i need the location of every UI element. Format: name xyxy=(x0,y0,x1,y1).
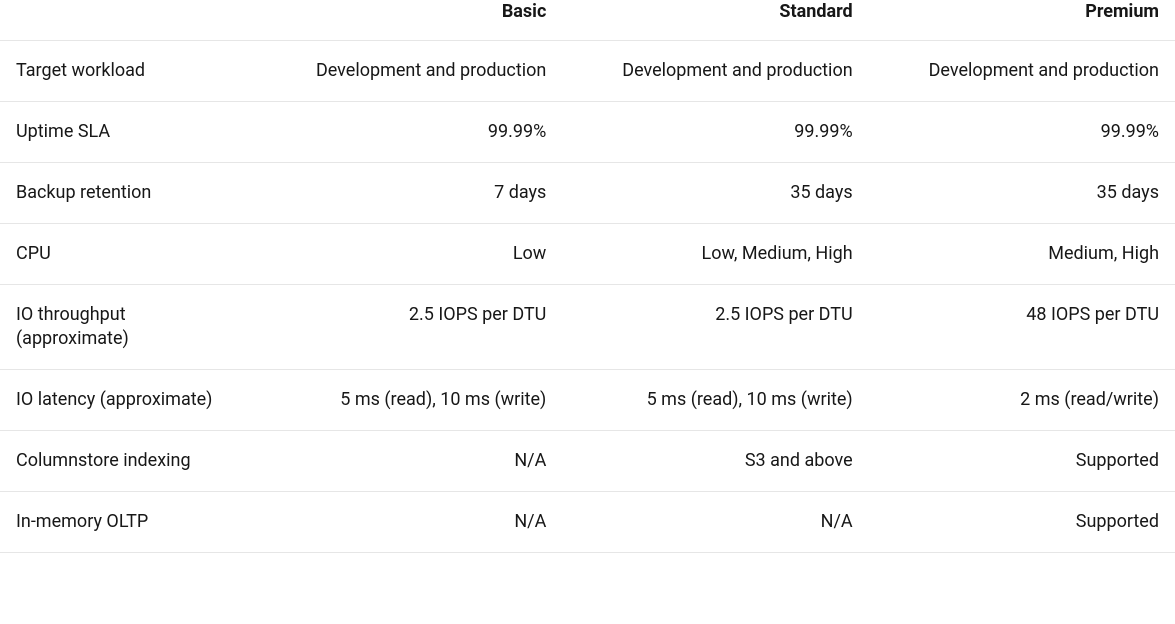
row-value: 5 ms (read), 10 ms (write) xyxy=(256,370,562,431)
table-row: CPU Low Low, Medium, High Medium, High xyxy=(0,224,1175,285)
row-value: Supported xyxy=(869,492,1175,553)
row-value: Low, Medium, High xyxy=(562,224,868,285)
table-row: Backup retention 7 days 35 days 35 days xyxy=(0,163,1175,224)
row-value: 35 days xyxy=(562,163,868,224)
row-value: 99.99% xyxy=(256,102,562,163)
row-value: N/A xyxy=(256,431,562,492)
row-value: Supported xyxy=(869,431,1175,492)
table-row: IO throughput (approximate) 2.5 IOPS per… xyxy=(0,285,1175,370)
table-header-row: Basic Standard Premium xyxy=(0,0,1175,41)
row-value: 99.99% xyxy=(562,102,868,163)
row-label: Uptime SLA xyxy=(0,102,256,163)
row-label: CPU xyxy=(0,224,256,285)
row-label: Target workload xyxy=(0,41,256,102)
row-value: 5 ms (read), 10 ms (write) xyxy=(562,370,868,431)
row-value: Development and production xyxy=(869,41,1175,102)
tier-comparison-table: Basic Standard Premium Target workload D… xyxy=(0,0,1175,553)
row-value: 2.5 IOPS per DTU xyxy=(256,285,562,370)
col-header-basic: Basic xyxy=(256,0,562,41)
table-row: Target workload Development and producti… xyxy=(0,41,1175,102)
col-header-premium: Premium xyxy=(869,0,1175,41)
row-value: 48 IOPS per DTU xyxy=(869,285,1175,370)
col-header-blank xyxy=(0,0,256,41)
row-value: N/A xyxy=(562,492,868,553)
row-value: N/A xyxy=(256,492,562,553)
row-label: IO throughput (approximate) xyxy=(0,285,256,370)
row-value: Medium, High xyxy=(869,224,1175,285)
row-label: Backup retention xyxy=(0,163,256,224)
table-row: IO latency (approximate) 5 ms (read), 10… xyxy=(0,370,1175,431)
comparison-table-wrapper: Basic Standard Premium Target workload D… xyxy=(0,0,1175,553)
row-value: Low xyxy=(256,224,562,285)
row-value: 2.5 IOPS per DTU xyxy=(562,285,868,370)
row-value: Development and production xyxy=(256,41,562,102)
row-label: In-memory OLTP xyxy=(0,492,256,553)
row-value: 7 days xyxy=(256,163,562,224)
row-label: Columnstore indexing xyxy=(0,431,256,492)
row-value: Development and production xyxy=(562,41,868,102)
col-header-standard: Standard xyxy=(562,0,868,41)
row-value: 35 days xyxy=(869,163,1175,224)
table-row: Uptime SLA 99.99% 99.99% 99.99% xyxy=(0,102,1175,163)
table-row: Columnstore indexing N/A S3 and above Su… xyxy=(0,431,1175,492)
row-value: S3 and above xyxy=(562,431,868,492)
row-value: 99.99% xyxy=(869,102,1175,163)
row-label: IO latency (approximate) xyxy=(0,370,256,431)
row-value: 2 ms (read/write) xyxy=(869,370,1175,431)
table-row: In-memory OLTP N/A N/A Supported xyxy=(0,492,1175,553)
